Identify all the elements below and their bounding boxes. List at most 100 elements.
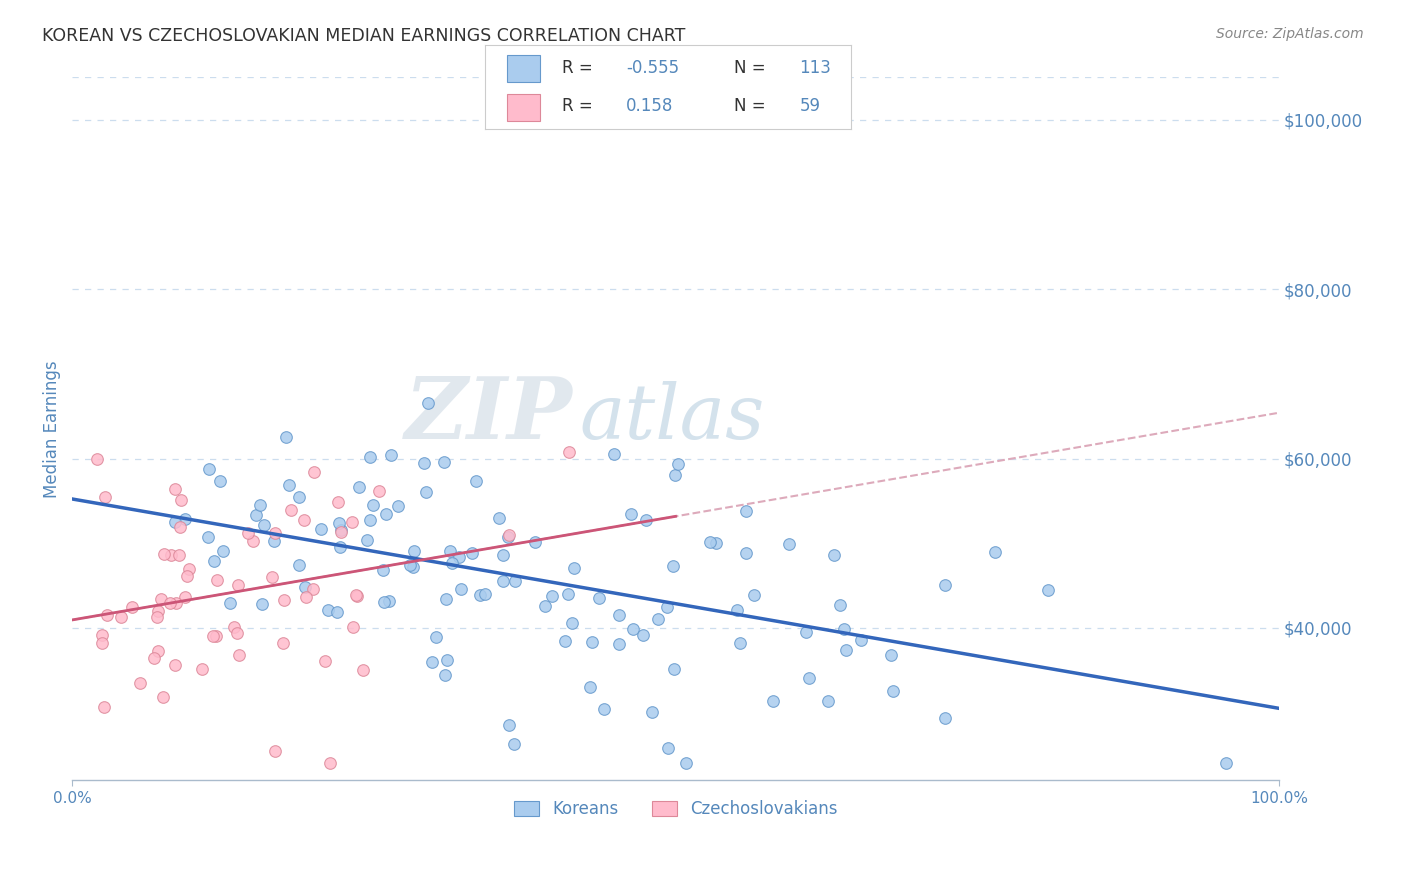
Point <box>153 547 176 561</box>
Point <box>634 513 657 527</box>
Point <box>402 560 425 574</box>
Point <box>352 664 374 678</box>
Point <box>579 680 602 694</box>
Point <box>554 634 576 648</box>
Text: 59: 59 <box>800 97 821 115</box>
Point <box>129 676 152 690</box>
Point <box>311 522 333 536</box>
Point <box>882 684 904 698</box>
Point <box>287 490 309 504</box>
Point <box>984 545 1007 559</box>
Point <box>735 503 758 517</box>
Point <box>496 530 519 544</box>
Point <box>330 523 353 537</box>
Point <box>253 518 276 533</box>
Point <box>329 525 352 540</box>
Point <box>236 525 259 540</box>
Point <box>271 636 294 650</box>
Point <box>835 643 858 657</box>
Point <box>1036 583 1059 598</box>
Point <box>557 587 579 601</box>
Point <box>319 756 342 771</box>
Point <box>219 596 242 610</box>
Point <box>93 699 115 714</box>
Point <box>294 591 316 605</box>
Point <box>340 515 363 529</box>
FancyBboxPatch shape <box>508 94 540 120</box>
Point <box>699 535 721 549</box>
Point <box>165 516 187 530</box>
Point <box>609 637 631 651</box>
Point <box>794 624 817 639</box>
Point <box>346 589 368 603</box>
Point <box>173 512 195 526</box>
Point <box>198 461 221 475</box>
Point <box>797 671 820 685</box>
Point <box>202 629 225 643</box>
Point <box>368 483 391 498</box>
Point <box>304 465 326 479</box>
Point <box>434 592 457 607</box>
Point <box>179 562 201 576</box>
Point <box>492 574 515 588</box>
Point <box>91 636 114 650</box>
Point <box>664 662 686 676</box>
Point <box>274 430 297 444</box>
Point <box>148 644 170 658</box>
Point <box>86 451 108 466</box>
Point <box>1215 756 1237 771</box>
Point <box>264 525 287 540</box>
Point <box>143 651 166 665</box>
Point <box>167 548 190 562</box>
Point <box>260 570 283 584</box>
Point <box>277 478 299 492</box>
Point <box>524 535 547 549</box>
Point <box>294 580 316 594</box>
Point <box>725 603 748 617</box>
Point <box>197 530 219 544</box>
Point <box>540 590 562 604</box>
Point <box>328 516 350 531</box>
Point <box>145 610 167 624</box>
Point <box>498 718 520 732</box>
Point <box>329 540 352 554</box>
Point <box>834 622 856 636</box>
Point <box>205 573 228 587</box>
Point <box>152 690 174 704</box>
Point <box>361 499 384 513</box>
Point <box>316 603 339 617</box>
Point <box>418 396 440 410</box>
Point <box>934 577 956 591</box>
Text: Source: ZipAtlas.com: Source: ZipAtlas.com <box>1216 27 1364 41</box>
Point <box>208 475 231 489</box>
Point <box>225 626 247 640</box>
Text: R =: R = <box>562 60 598 78</box>
Point <box>344 588 367 602</box>
Point <box>558 445 581 459</box>
Point <box>94 490 117 504</box>
Point <box>778 537 800 551</box>
Point <box>149 592 172 607</box>
Point <box>491 549 513 563</box>
Point <box>159 548 181 562</box>
Point <box>375 507 398 521</box>
Point <box>165 596 187 610</box>
Point <box>212 544 235 558</box>
Point <box>851 633 873 648</box>
Point <box>461 546 484 560</box>
Point <box>326 605 349 619</box>
Point <box>607 607 630 622</box>
Point <box>564 561 586 575</box>
Point <box>121 599 143 614</box>
Point <box>728 636 751 650</box>
Point <box>657 741 679 756</box>
Point <box>498 528 520 542</box>
FancyBboxPatch shape <box>508 54 540 82</box>
Point <box>91 628 114 642</box>
Point <box>655 600 678 615</box>
Point <box>326 494 349 508</box>
Point <box>425 631 447 645</box>
Point <box>662 558 685 573</box>
Point <box>387 499 409 513</box>
Point <box>447 550 470 565</box>
